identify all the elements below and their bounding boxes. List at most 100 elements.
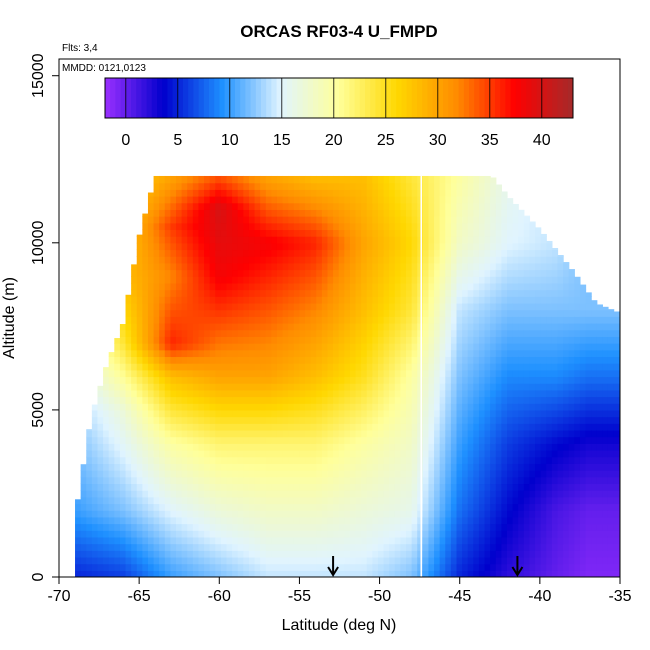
heatmap-cell xyxy=(333,249,340,257)
heatmap-cell xyxy=(136,363,143,371)
heatmap-cell xyxy=(321,470,329,478)
heatmap-cell xyxy=(159,182,166,190)
heatmap-cell xyxy=(265,416,272,424)
heatmap-cell xyxy=(254,463,261,471)
heatmap-cell xyxy=(176,269,183,277)
heatmap-cell xyxy=(209,196,216,204)
heatmap-cell xyxy=(321,216,329,224)
heatmap-cell xyxy=(164,269,171,277)
heatmap-cell xyxy=(125,483,132,491)
heatmap-cell xyxy=(495,256,502,264)
heatmap-cell xyxy=(422,423,430,431)
heatmap-cell xyxy=(574,530,581,538)
heatmap-cell xyxy=(131,329,138,337)
heatmap-cell xyxy=(125,356,132,364)
heatmap-cell xyxy=(119,429,127,438)
heatmap-cell xyxy=(327,369,334,378)
heatmap-cell xyxy=(535,516,542,525)
heatmap-cell xyxy=(467,543,474,551)
heatmap-cell xyxy=(265,343,272,351)
heatmap-cell xyxy=(422,316,430,324)
heatmap-cell xyxy=(243,256,250,264)
heatmap-cell xyxy=(91,416,99,424)
heatmap-cell xyxy=(439,282,446,291)
heatmap-cell xyxy=(338,409,345,418)
heatmap-cell xyxy=(310,242,317,251)
heatmap-cell xyxy=(422,503,430,511)
heatmap-cell xyxy=(142,349,149,358)
heatmap-cell xyxy=(417,503,424,511)
heatmap-cell xyxy=(518,416,525,424)
heatmap-cell xyxy=(215,296,222,304)
heatmap-cell xyxy=(187,309,194,317)
heatmap-cell xyxy=(445,349,452,358)
heatmap-cell xyxy=(507,289,514,297)
heatmap-cell xyxy=(209,249,216,257)
heatmap-cell xyxy=(288,216,295,224)
heatmap-cell xyxy=(260,443,267,451)
heatmap-cell xyxy=(276,550,284,558)
heatmap-cell xyxy=(546,336,553,344)
heatmap-cell xyxy=(260,209,267,217)
heatmap-cell xyxy=(305,282,312,291)
heatmap-cell xyxy=(445,570,452,577)
heatmap-cell xyxy=(147,429,155,438)
heatmap-cell xyxy=(417,229,424,237)
heatmap-cell xyxy=(355,276,362,284)
heatmap-cell xyxy=(462,256,469,264)
heatmap-cell xyxy=(282,510,289,518)
heatmap-cell xyxy=(108,369,115,378)
heatmap-cell xyxy=(215,196,222,204)
heatmap-cell xyxy=(501,376,508,384)
heatmap-cell xyxy=(119,470,127,478)
heatmap-cell xyxy=(187,276,194,284)
heatmap-cell xyxy=(456,543,463,551)
heatmap-cell xyxy=(80,516,87,525)
heatmap-cell xyxy=(305,175,312,184)
heatmap-cell xyxy=(417,302,424,311)
heatmap-cell xyxy=(299,490,306,498)
heatmap-cell xyxy=(91,463,99,471)
heatmap-cell xyxy=(338,343,345,351)
heatmap-cell xyxy=(136,269,143,277)
heatmap-cell xyxy=(445,496,452,505)
heatmap-cell xyxy=(192,316,200,324)
heatmap-cell xyxy=(181,182,188,190)
heatmap-cell xyxy=(394,316,402,324)
heatmap-cell xyxy=(265,196,272,204)
heatmap-cell xyxy=(501,450,508,458)
heatmap-cell xyxy=(147,302,155,311)
heatmap-cell xyxy=(170,316,177,324)
heatmap-cell xyxy=(529,543,536,551)
heatmap-cell xyxy=(439,329,446,337)
heatmap-cell xyxy=(125,490,132,498)
heatmap-cell xyxy=(428,349,435,358)
heatmap-cell xyxy=(366,443,373,451)
heatmap-cell xyxy=(490,556,497,565)
heatmap-cell xyxy=(103,550,110,558)
heatmap-cell xyxy=(276,389,284,398)
heatmap-cell xyxy=(450,249,458,257)
heatmap-cell xyxy=(434,516,441,525)
heatmap-cell xyxy=(181,189,188,197)
heatmap-cell xyxy=(288,483,295,491)
heatmap-cell xyxy=(333,242,340,251)
heatmap-cell xyxy=(131,530,138,538)
heatmap-cell xyxy=(164,483,171,491)
heatmap-cell xyxy=(232,496,239,505)
heatmap-cell xyxy=(119,363,127,371)
heatmap-cell xyxy=(310,209,317,217)
heatmap-cell xyxy=(490,182,497,190)
heatmap-cell xyxy=(147,510,155,518)
heatmap-cell xyxy=(484,249,491,257)
heatmap-cell xyxy=(321,403,329,411)
heatmap-cell xyxy=(103,563,110,571)
heatmap-cell xyxy=(372,563,379,571)
heatmap-cell xyxy=(327,376,334,384)
heatmap-cell xyxy=(147,196,155,204)
heatmap-cell xyxy=(512,256,519,264)
heatmap-cell xyxy=(187,282,194,291)
heatmap-cell xyxy=(478,302,486,311)
heatmap-cell xyxy=(338,490,345,498)
heatmap-cell xyxy=(417,530,424,538)
